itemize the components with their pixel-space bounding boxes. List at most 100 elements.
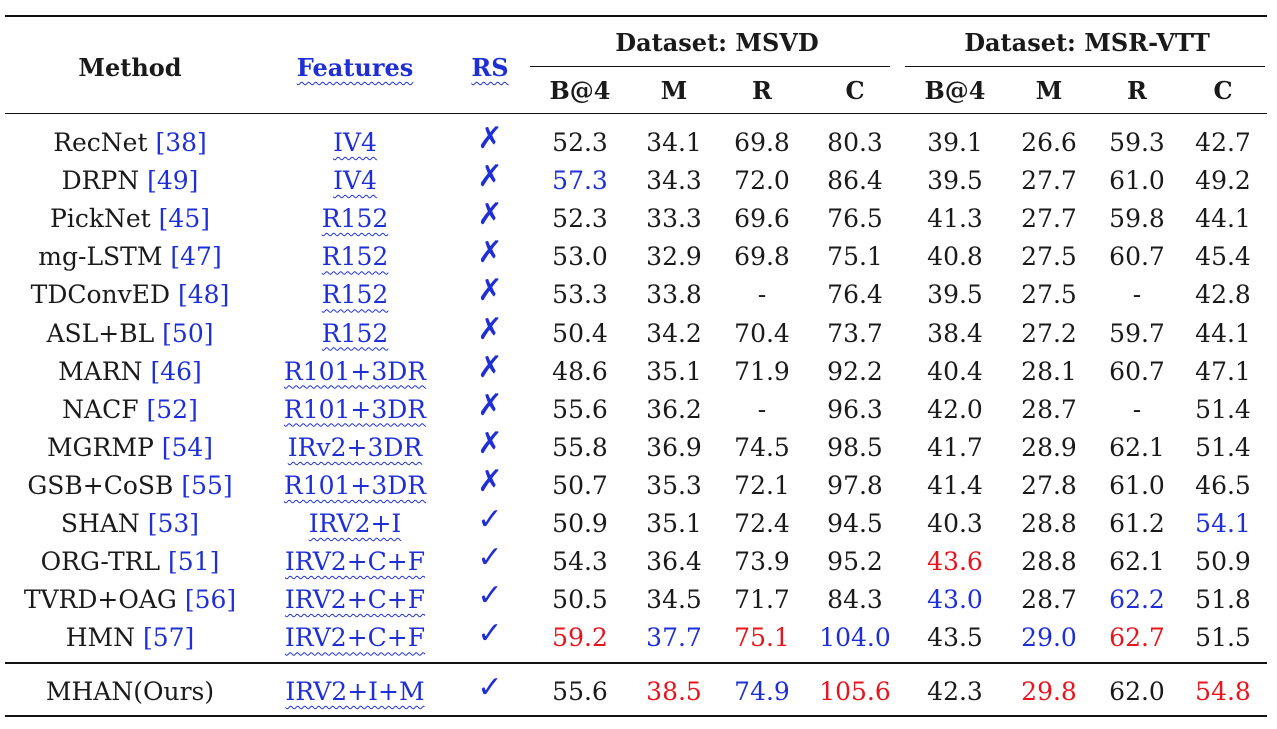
- features-link[interactable]: R101+3DR: [283, 394, 427, 424]
- features-link[interactable]: IV4: [333, 128, 377, 157]
- method-name: NACF: [62, 394, 147, 424]
- metric-value: 43.5: [927, 623, 983, 653]
- citation-link[interactable]: [48]: [178, 280, 230, 310]
- method-cell: NACF [52]: [62, 397, 198, 422]
- method-cell: GSB+CoSB [55]: [27, 473, 232, 498]
- table-row: TVRD+OAG [56] IRV2+C+F ✓ 50.5 34.5 71.7 84.3 43…: [0, 581, 1277, 617]
- checkmark-icon: ✓: [477, 502, 503, 537]
- citation-link[interactable]: [52]: [146, 394, 198, 424]
- metric-value: 61.0: [1109, 166, 1165, 196]
- metric-value: 51.8: [1195, 585, 1251, 615]
- citation-link[interactable]: [57]: [142, 623, 195, 653]
- table-row: MHAN(Ours) IRV2+I+M ✓ 55.6 38.5 74.9 105.6 42.3…: [0, 673, 1277, 709]
- metric-value: 50.7: [552, 470, 608, 500]
- features-link[interactable]: R152: [321, 242, 389, 272]
- citation-link[interactable]: [45]: [158, 204, 210, 234]
- features-link[interactable]: IRV2+I: [308, 509, 402, 538]
- method-cell: PickNet [45]: [50, 206, 210, 231]
- metric-value: 59.3: [1109, 128, 1165, 157]
- header-metric-c-msrvtt: C: [1213, 76, 1233, 105]
- table-row: GSB+CoSB [55] R101+3DR ✗ 50.7 35.3 72.1 97.8 41…: [0, 466, 1277, 503]
- citation-link[interactable]: [53]: [147, 509, 200, 538]
- metric-value: 42.3: [927, 677, 983, 706]
- metric-value: 38.4: [927, 318, 983, 348]
- features-link[interactable]: R152: [321, 318, 389, 348]
- metric-value: 74.5: [734, 432, 790, 462]
- method-name: HMN: [65, 623, 143, 653]
- metric-value: 51.5: [1195, 623, 1251, 653]
- metric-value: 97.8: [827, 470, 883, 500]
- features-link[interactable]: R101+3DR: [283, 356, 427, 386]
- header-rs[interactable]: RS: [471, 53, 509, 82]
- metric-value: 47.1: [1195, 356, 1251, 386]
- citation-link[interactable]: [54]: [161, 432, 214, 462]
- metric-value: 42.0: [927, 394, 983, 424]
- metric-value: -: [1132, 280, 1142, 310]
- citation-link[interactable]: [50]: [162, 318, 214, 348]
- method-name: PickNet: [50, 204, 159, 234]
- metric-value: 92.2: [827, 356, 883, 386]
- metric-value: 28.7: [1021, 394, 1077, 424]
- metric-value: 50.5: [552, 585, 608, 615]
- features-link[interactable]: IRV2+C+F: [284, 547, 426, 577]
- metric-value: 49.2: [1195, 166, 1251, 196]
- citation-link[interactable]: [47]: [170, 242, 222, 272]
- method-cell: MHAN(Ours): [46, 679, 214, 704]
- metric-value: 55.6: [552, 394, 608, 424]
- metric-value: 62.1: [1109, 432, 1165, 462]
- metric-value: 27.5: [1021, 242, 1077, 272]
- metric-value: 74.9: [734, 677, 790, 706]
- metric-value: 41.7: [927, 432, 983, 462]
- method-cell: TVRD+OAG [56]: [24, 587, 236, 612]
- metric-value: 44.1: [1195, 204, 1251, 234]
- features-link[interactable]: IRv2+3DR: [287, 432, 423, 462]
- metric-value: 46.5: [1195, 470, 1251, 500]
- msvd-subrule: [530, 66, 890, 67]
- method-name: TVRD+OAG: [23, 585, 185, 615]
- metric-value: 73.7: [827, 318, 883, 348]
- features-link[interactable]: IRV2+C+F: [284, 585, 426, 615]
- metric-value: 59.7: [1109, 318, 1165, 348]
- metric-value: 34.5: [646, 585, 702, 615]
- metric-value: 96.3: [827, 394, 883, 424]
- metric-value: 45.4: [1195, 242, 1251, 272]
- features-link[interactable]: IV4: [333, 166, 377, 196]
- metric-value: -: [757, 280, 767, 310]
- table-row: MGRMP [54] IRv2+3DR ✗ 55.8 36.9 74.5 98.5 41.7 2…: [0, 428, 1277, 465]
- metric-value: 41.4: [927, 470, 983, 500]
- metric-value: 72.1: [734, 470, 790, 500]
- features-link[interactable]: IRV2+C+F: [284, 623, 426, 653]
- metric-value: 75.1: [827, 242, 883, 272]
- metric-value: 33.3: [646, 204, 702, 234]
- citation-link[interactable]: [55]: [181, 470, 233, 500]
- citation-link[interactable]: [38]: [155, 128, 207, 157]
- header-metric-m-msrvtt: M: [1035, 76, 1063, 105]
- header-method: Method: [78, 53, 182, 82]
- metric-value: 54.8: [1195, 677, 1251, 706]
- features-link[interactable]: IRV2+I+M: [285, 677, 425, 706]
- metric-value: 36.9: [646, 432, 702, 462]
- citation-link[interactable]: [51]: [168, 547, 220, 577]
- header-features[interactable]: Features: [296, 53, 414, 82]
- metric-value: 38.5: [646, 677, 702, 706]
- features-link[interactable]: R101+3DR: [283, 470, 427, 500]
- features-link[interactable]: R152: [321, 280, 389, 310]
- metric-value: 54.3: [552, 547, 608, 577]
- metric-value: 51.4: [1195, 394, 1251, 424]
- method-name: TDConvED: [30, 280, 179, 310]
- metric-value: 52.3: [552, 204, 608, 234]
- method-name: RecNet: [53, 128, 156, 157]
- metric-value: 84.3: [827, 585, 883, 615]
- features-link[interactable]: R152: [321, 204, 389, 234]
- metric-value: 95.2: [827, 547, 883, 577]
- metric-value: 69.8: [734, 242, 790, 272]
- citation-link[interactable]: [56]: [184, 585, 237, 615]
- citation-link[interactable]: [46]: [150, 356, 202, 386]
- metric-value: 36.2: [646, 394, 702, 424]
- metric-value: 50.9: [552, 509, 608, 538]
- table-row: TDConvED [48] R152 ✗ 53.3 33.8 - 76.4 39.5 27.5 -…: [0, 276, 1277, 312]
- checkmark-icon: ✓: [477, 540, 503, 576]
- metric-value: 28.1: [1021, 356, 1077, 386]
- header-metric-m-msvd: M: [660, 76, 688, 105]
- citation-link[interactable]: [49]: [147, 166, 199, 196]
